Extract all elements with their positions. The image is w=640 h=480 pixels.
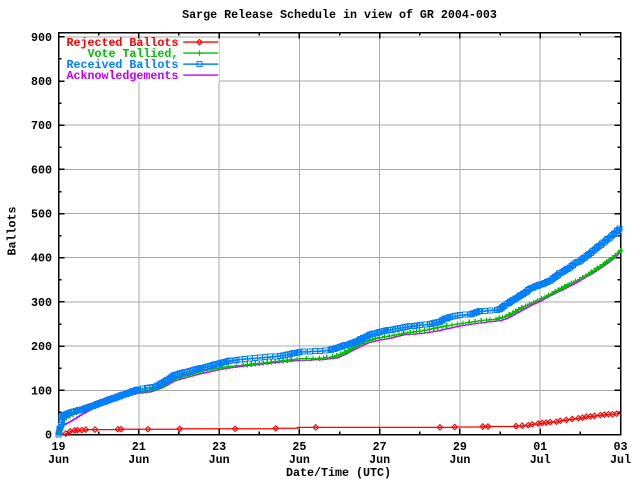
svg-text:Jul: Jul (610, 453, 631, 467)
svg-text:Ballots: Ballots (6, 207, 20, 256)
svg-text:Acknowledgements: Acknowledgements (66, 69, 178, 83)
svg-text:Jun: Jun (289, 453, 310, 467)
svg-text:200: 200 (31, 340, 52, 354)
svg-text:900: 900 (31, 31, 52, 45)
svg-text:100: 100 (31, 384, 52, 398)
svg-text:21: 21 (132, 440, 146, 454)
svg-text:Jun: Jun (369, 453, 390, 467)
svg-text:500: 500 (31, 208, 52, 222)
svg-text:03: 03 (614, 440, 628, 454)
svg-text:300: 300 (31, 296, 52, 310)
svg-text:600: 600 (31, 163, 52, 177)
svg-text:Rejected Ballots: Rejected Ballots (66, 36, 178, 50)
svg-text:Jun: Jun (449, 453, 470, 467)
svg-text:0: 0 (45, 429, 52, 443)
svg-text:800: 800 (31, 75, 52, 89)
svg-text:29: 29 (453, 440, 467, 454)
svg-text:Jul: Jul (530, 453, 551, 467)
svg-text:Jun: Jun (209, 453, 230, 467)
svg-text:19: 19 (52, 440, 66, 454)
svg-text:23: 23 (212, 440, 226, 454)
svg-text:Jun: Jun (48, 453, 69, 467)
svg-text:Jun: Jun (128, 453, 149, 467)
svg-text:700: 700 (31, 119, 52, 133)
svg-text:Date/Time (UTC): Date/Time (UTC) (286, 466, 391, 480)
svg-text:01: 01 (533, 440, 547, 454)
svg-text:Sarge Release Schedule in view: Sarge Release Schedule in view of GR 200… (182, 8, 497, 22)
svg-text:Vote Tallied,: Vote Tallied, (87, 47, 178, 61)
svg-text:27: 27 (373, 440, 387, 454)
svg-text:25: 25 (292, 440, 306, 454)
svg-text:Received Ballots: Received Ballots (66, 58, 178, 72)
svg-text:400: 400 (31, 252, 52, 266)
